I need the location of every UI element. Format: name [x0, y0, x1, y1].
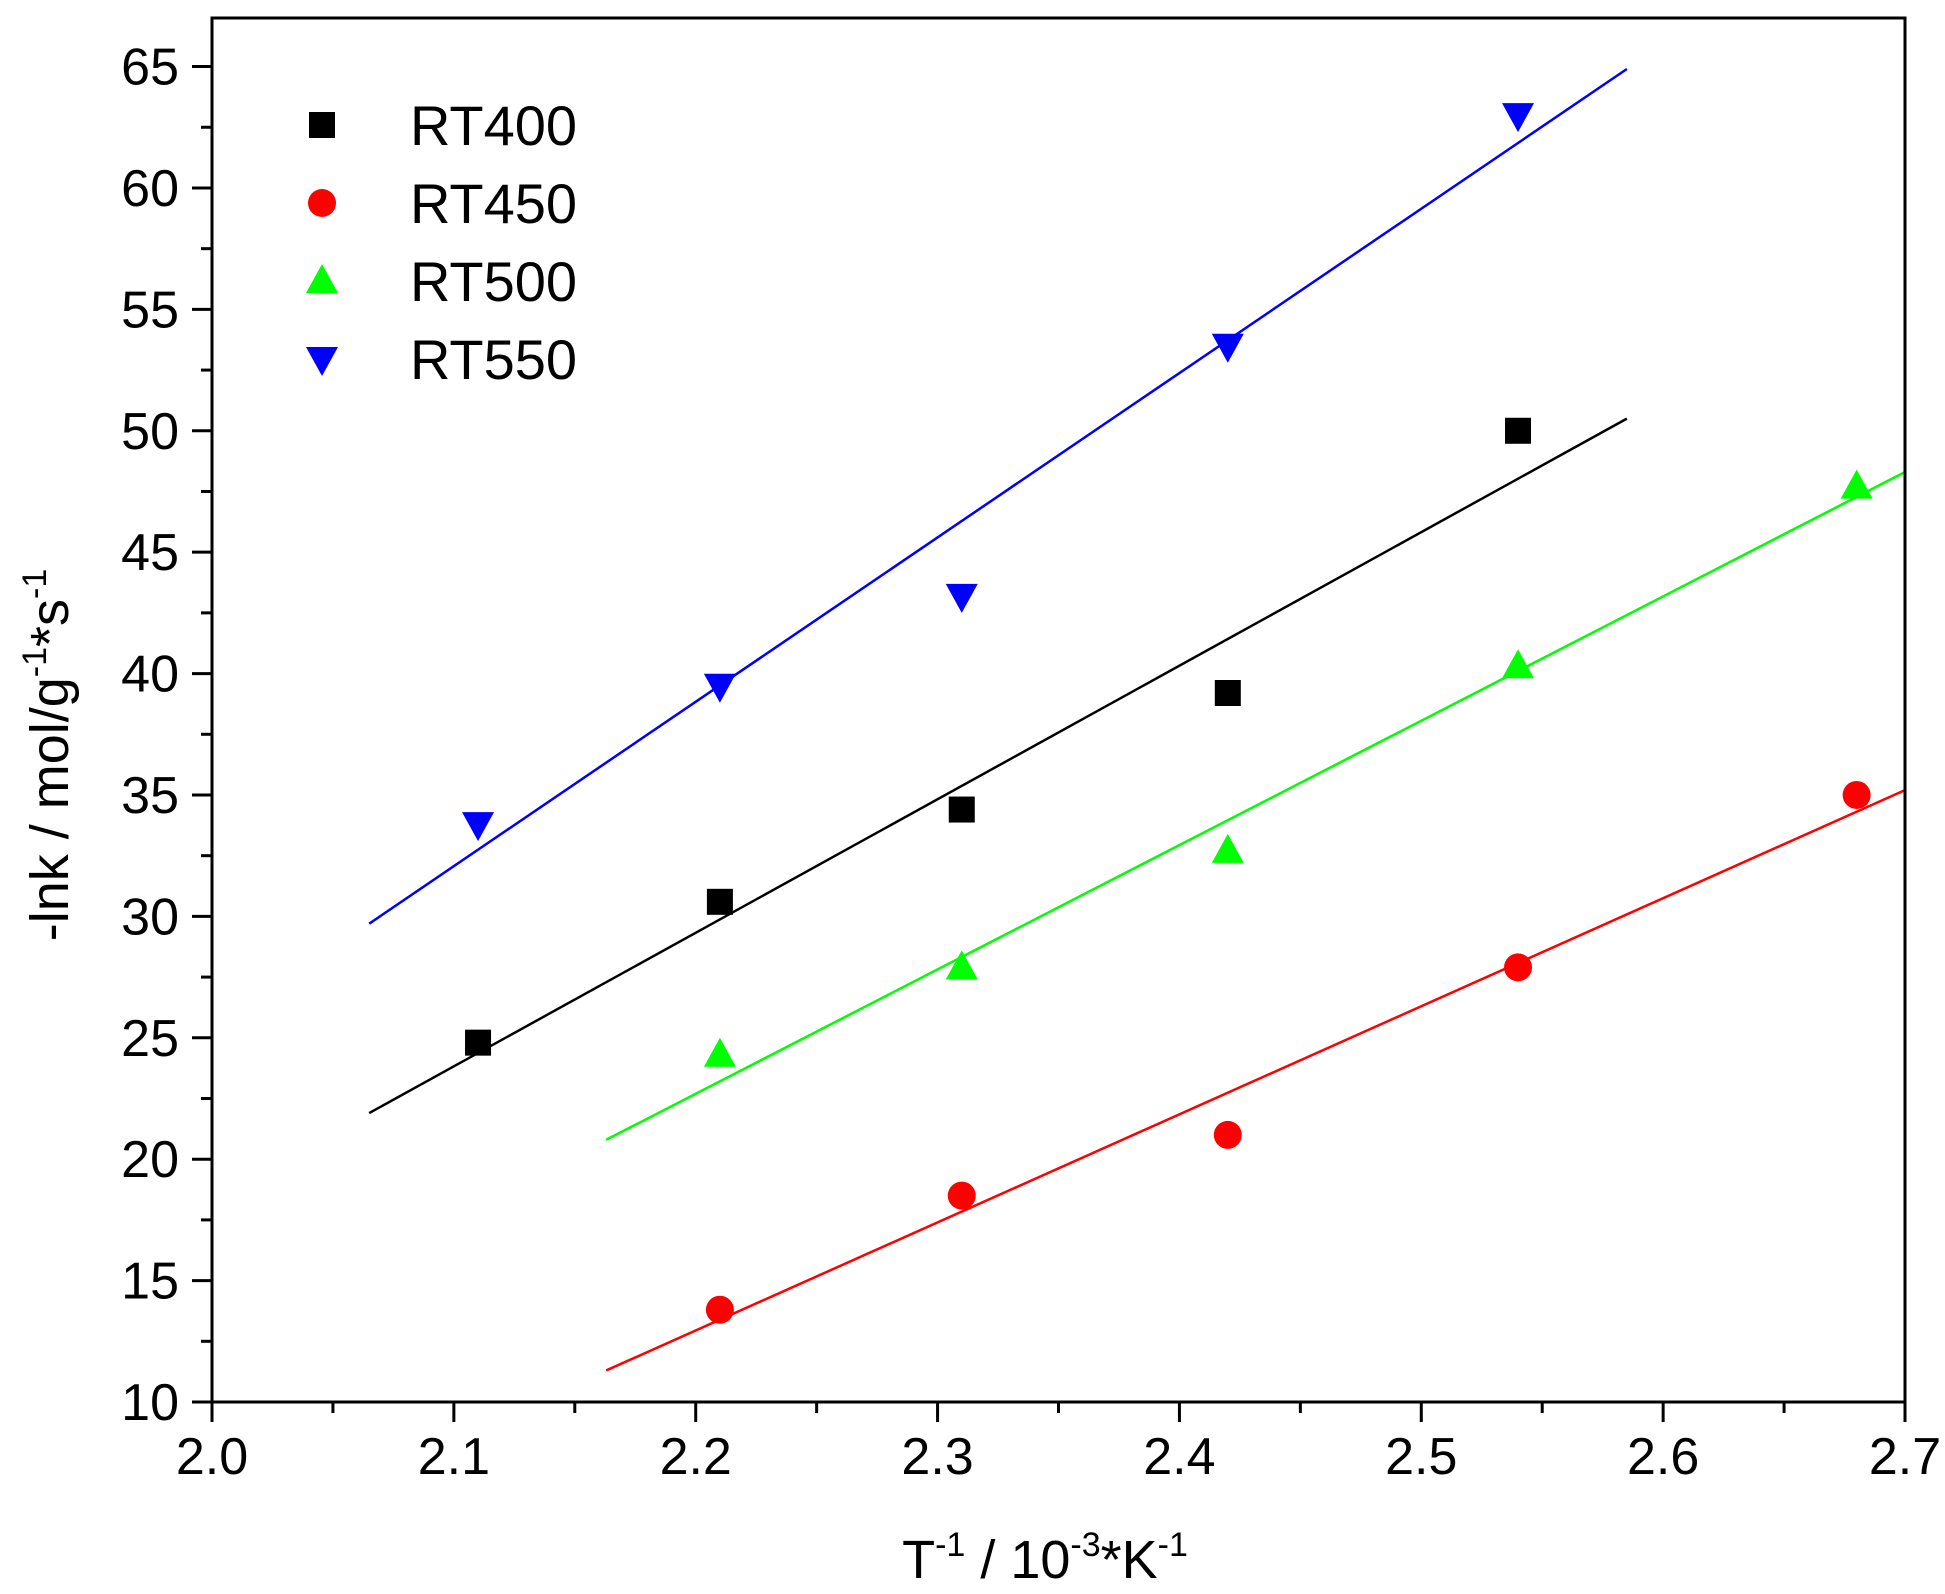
fit-line-rt400	[368, 417, 1628, 1115]
data-markers	[462, 103, 1873, 1324]
x-tick-label: 2.1	[418, 1428, 490, 1486]
point-rt450	[1842, 780, 1871, 809]
y-tick-label: 45	[121, 524, 179, 582]
y-tick-label: 35	[121, 767, 179, 825]
point-rt400	[1505, 417, 1532, 444]
point-rt550	[462, 812, 495, 842]
fit-lines	[368, 67, 1906, 1372]
point-rt450	[705, 1295, 734, 1324]
y-tick-label: 55	[121, 281, 179, 339]
y-tick-label: 15	[121, 1253, 179, 1311]
legend: RT400 RT450 RT500 RT550	[306, 94, 577, 391]
point-rt500	[1840, 469, 1873, 499]
point-rt450	[1504, 953, 1533, 982]
legend-label-rt550: RT550	[410, 328, 577, 391]
fit-line-rt500	[605, 470, 1906, 1141]
point-rt400	[948, 796, 975, 823]
y-tick-label: 60	[121, 160, 179, 218]
legend-label-rt400: RT400	[410, 94, 577, 157]
x-axis-title: T-1 / 10-3*K-1	[902, 1526, 1188, 1590]
axes: 2.0 2.1 2.2 2.3 2.4 2.5 2.6 2.7 10 15 20 25 30 35 40 45…	[121, 16, 1941, 1486]
y-tick-label: 20	[121, 1131, 179, 1189]
point-rt500	[1502, 649, 1535, 679]
point-rt450	[947, 1181, 976, 1210]
point-rt550	[1502, 103, 1535, 133]
legend-marker-rt400	[309, 112, 335, 138]
y-tick-label: 10	[121, 1374, 179, 1432]
point-rt450	[1213, 1120, 1242, 1149]
point-rt500	[703, 1037, 736, 1067]
point-rt550	[703, 673, 736, 703]
point-rt550	[945, 583, 978, 613]
x-tick-label: 2.7	[1869, 1428, 1941, 1486]
x-tick-label: 2.0	[176, 1428, 248, 1486]
x-tick-label: 2.5	[1385, 1428, 1457, 1486]
x-tick-label: 2.2	[660, 1428, 732, 1486]
y-tick-label: 50	[121, 403, 179, 461]
legend-label-rt500: RT500	[410, 250, 577, 313]
legend-label-rt450: RT450	[410, 172, 577, 235]
point-rt500	[945, 950, 978, 980]
y-tick-label: 65	[121, 39, 179, 97]
point-rt400	[1214, 680, 1241, 707]
legend-marker-rt450	[308, 189, 336, 217]
point-rt400	[465, 1029, 492, 1056]
y-tick-label: 30	[121, 888, 179, 946]
point-rt400	[706, 888, 733, 915]
legend-marker-rt550	[306, 347, 338, 376]
x-tick-label: 2.6	[1627, 1428, 1699, 1486]
x-tick-label: 2.4	[1143, 1428, 1215, 1486]
x-tick-label: 2.3	[901, 1428, 973, 1486]
y-tick-label: 40	[121, 646, 179, 704]
point-rt550	[1211, 333, 1244, 363]
y-axis-title: -lnk / mol/g-1*s-1	[16, 569, 80, 942]
point-rt500	[1211, 833, 1244, 863]
legend-marker-rt500	[306, 264, 338, 293]
fit-line-rt550	[368, 67, 1628, 925]
y-tick-label: 25	[121, 1010, 179, 1068]
fit-line-rt450	[605, 788, 1906, 1372]
